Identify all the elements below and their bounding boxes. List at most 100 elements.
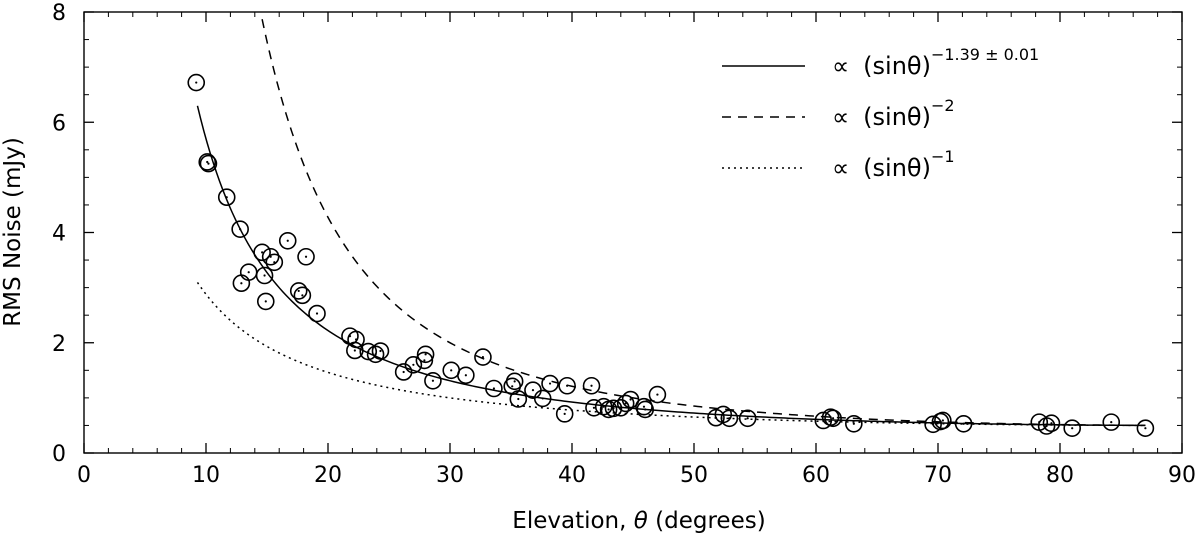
data-point-circle [278,231,297,250]
y-tick-labels: 0 2 4 6 8 [52,1,66,467]
data-point-center [962,422,965,425]
data-point-center [273,261,276,264]
data-point [239,263,258,281]
data-point [256,292,275,311]
data-point [347,330,365,349]
data-point [278,231,297,250]
data-point [457,366,475,385]
data-point-center [354,338,358,341]
data-point-center [402,370,405,374]
data-point [1042,414,1061,433]
data-point-circle [541,374,559,393]
legend-label-inverse-square: ∝ (sinθ)−2 [832,96,955,131]
data-point [199,154,218,173]
data-point-center [831,417,835,420]
data-points [187,73,1155,437]
data-point [371,342,390,360]
data-point-circle [720,409,739,428]
curve-inverse-square [261,19,1146,427]
data-point [616,394,635,413]
data-point [845,414,863,433]
data-point-center [424,353,427,356]
x-tick-label: 0 [77,463,91,488]
data-point-circle [347,330,365,349]
data-point-center [592,406,596,409]
x-tick-label: 80 [1046,463,1074,488]
data-point-circle [199,154,218,173]
data-point-circle [198,153,217,171]
x-tick-label: 10 [192,463,220,488]
data-point-circle [474,348,492,366]
y-tick-label: 8 [52,1,66,26]
data-point [505,372,524,391]
y-tick-label: 6 [52,111,66,136]
data-point-circle [457,366,475,385]
data-point-center [656,393,659,396]
data-point-center [624,402,627,405]
y-tick-label: 0 [52,442,66,467]
data-point-center [602,405,605,408]
legend: ∝ (sinθ)−1.39 ± 0.01 ∝ (sinθ)−2 ∝ (sinθ)−1 [722,45,1039,182]
x-tick-labels: 0 10 20 30 40 50 60 70 80 90 [77,463,1196,488]
data-point-center [566,384,569,387]
x-tick-label: 50 [680,463,708,488]
data-point-center [261,251,264,254]
data-point-center [481,355,485,359]
data-point-center [374,353,377,356]
data-point-circle [231,220,249,238]
data-point-circle [738,409,757,428]
data-point-center [423,359,426,362]
data-point-circle [308,304,326,323]
data-point-center [431,379,435,382]
data-point-circle [509,390,528,408]
data-point-circle [256,292,275,311]
y-tick-label: 2 [52,332,66,357]
legend-label-fit: ∝ (sinθ)−1.39 ± 0.01 [832,45,1039,80]
data-point-circle [558,376,576,395]
data-point-center [513,380,516,383]
data-point [720,409,739,428]
data-point-center [264,300,267,303]
data-point-circle [424,371,442,390]
data-point [509,390,528,408]
data-point-center [644,408,647,411]
x-tick-label: 30 [436,463,464,488]
data-point-circle [293,286,312,305]
data-point [1136,419,1155,437]
data-point [366,345,385,364]
data-point [934,411,952,430]
data-point [187,73,206,92]
data-point-circle [255,266,274,285]
data-point-center [379,349,382,353]
data-point-center [642,405,646,408]
data-point-circle [415,351,434,370]
data-point-center [1045,424,1048,428]
data-point [232,274,251,293]
data-point-circle [934,411,952,430]
data-point [293,286,312,305]
x-tick-label: 90 [1168,463,1196,488]
x-tick-label: 70 [924,463,952,488]
data-point-circle [187,73,206,92]
data-point-center [225,196,228,199]
data-point-center [1050,422,1053,425]
data-point [424,371,442,390]
data-point [636,400,655,419]
data-point-center [548,382,552,385]
data-point-center [304,255,308,258]
data-point-circle [585,398,603,417]
x-tick-label: 20 [314,463,342,488]
data-point [824,409,842,428]
data-point-circle [359,342,378,361]
data-point [474,348,492,366]
data-point-circle [416,345,435,364]
data-point [648,385,667,404]
data-point [416,345,435,364]
data-point-circle [555,405,574,423]
data-point-center [563,412,566,415]
data-point [485,379,503,398]
data-point-center [590,384,593,387]
data-point-center [939,420,942,423]
data-point-center [607,408,610,411]
